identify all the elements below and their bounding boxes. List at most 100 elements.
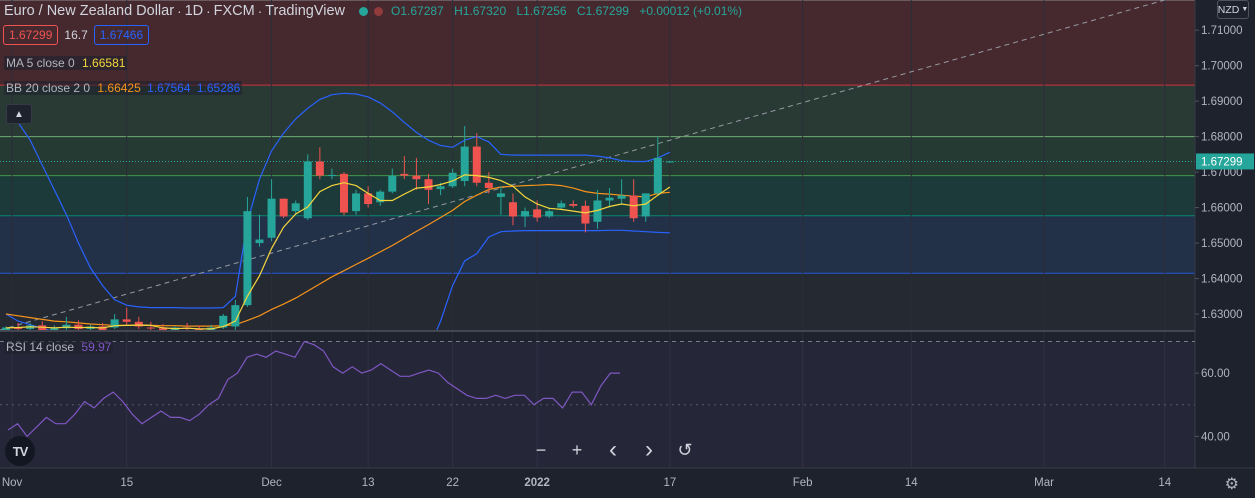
candle-body — [122, 319, 131, 322]
bb-lower-line — [5, 229, 670, 330]
rsi-tick-label: 60.00 — [1201, 368, 1230, 380]
candle-body — [460, 146, 469, 181]
navigation-toolbar: − + ‹ › ↺ — [527, 436, 699, 463]
candle-body — [2, 327, 11, 330]
scroll-left-button[interactable]: ‹ — [609, 436, 617, 463]
price-tick-label: 1.65000 — [1201, 238, 1243, 250]
candle-body — [146, 327, 155, 329]
ma5-line — [5, 174, 671, 330]
candle-body — [255, 239, 264, 244]
bb-lower-value: 1.65286 — [196, 81, 241, 95]
candle-body — [14, 327, 23, 329]
price-tick-label: 1.69000 — [1201, 96, 1243, 108]
candle-body — [545, 211, 554, 217]
zoom-in-button[interactable]: + — [571, 439, 583, 460]
zoom-out-button[interactable]: − — [535, 439, 547, 460]
fib-zone — [0, 0, 1195, 86]
ma-legend[interactable]: MA 5 close 0 1.66581 — [4, 56, 128, 70]
candle-body — [62, 324, 71, 329]
candle-body — [339, 173, 348, 213]
candle-body — [412, 175, 421, 180]
candle-body — [352, 193, 361, 212]
price-axis-bg — [1195, 0, 1255, 498]
fib-zone — [0, 273, 1195, 330]
candle-body — [593, 200, 602, 222]
candle-body — [569, 204, 578, 206]
currency-button[interactable]: NZD ▼ — [1217, 0, 1249, 19]
candle-body — [74, 324, 83, 329]
candle-body — [665, 161, 674, 163]
symbol-name[interactable]: Euro / New Zealand Dollar — [4, 3, 175, 19]
rsi-label: RSI 14 close — [6, 340, 75, 354]
separator-dot-3: · — [257, 3, 263, 19]
currency-label: NZD — [1217, 3, 1240, 16]
exchange-label: FXCM — [213, 3, 255, 19]
candle-body — [496, 193, 505, 197]
separator-dot: · — [177, 3, 182, 19]
candle-body — [50, 328, 59, 330]
candle-body — [110, 319, 119, 328]
spread-value: 16.7 — [64, 28, 88, 42]
candle-body — [617, 195, 626, 199]
price-tick-label: 1.71000 — [1201, 25, 1243, 37]
time-tick-label: 14 — [905, 477, 918, 489]
price-tick-label: 1.66000 — [1201, 203, 1243, 215]
candle-body — [219, 315, 228, 328]
bb-legend[interactable]: BB 20 close 2 0 1.66425 1.67564 1.65286 — [4, 81, 243, 95]
rsi-legend[interactable]: RSI 14 close 59.97 — [4, 340, 114, 354]
rsi-line — [7, 340, 620, 438]
settings-gear-icon[interactable]: ⚙ — [1224, 476, 1239, 493]
candle-body — [400, 173, 409, 176]
candle-body — [267, 198, 276, 238]
candle-body — [436, 186, 445, 190]
candle-body — [472, 146, 481, 183]
market-closed-icon — [374, 6, 383, 16]
last-price-label: 1.67299 — [1201, 156, 1243, 168]
buy-price-button[interactable]: 1.67466 — [93, 25, 150, 45]
candle-body — [231, 305, 240, 327]
candle-body — [327, 174, 336, 176]
bb-basis-value: 1.66425 — [97, 81, 141, 95]
price-tick-label: 1.68000 — [1201, 132, 1243, 144]
interval-label[interactable]: 1D — [184, 3, 204, 19]
candle-body — [291, 203, 300, 212]
time-tick-label: Mar — [1034, 477, 1054, 489]
reset-chart-button[interactable]: ↺ — [677, 439, 693, 460]
candle-body — [158, 328, 167, 330]
ohlc-readout: O1.67287 H1.67320 L1.67256 C1.67299 +0.0… — [391, 4, 743, 18]
candle-body — [533, 209, 542, 218]
market-status[interactable] — [359, 6, 383, 16]
bb-label: BB 20 close 2 0 — [6, 81, 91, 95]
tradingview-logo-icon[interactable]: TV — [5, 436, 35, 466]
main-series-group — [2, 92, 674, 330]
market-open-icon — [359, 6, 368, 16]
candle-body — [653, 157, 662, 194]
rsi-tick-label: 40.00 — [1201, 431, 1230, 443]
candle-body — [508, 202, 517, 217]
price-tick-label: 1.67000 — [1201, 167, 1243, 179]
time-tick-label: Dec — [261, 477, 282, 489]
rsi-value: 59.97 — [81, 340, 112, 354]
bb-upper-line — [5, 92, 671, 309]
candle-body — [134, 321, 143, 327]
time-tick-label: 17 — [663, 477, 676, 489]
time-tick-label: 14 — [1158, 477, 1171, 489]
bid-ask-row: 1.67299 16.7 1.67466 — [3, 25, 150, 45]
chevron-up-icon: ▲ — [14, 108, 24, 120]
sell-price-button[interactable]: 1.67299 — [3, 25, 59, 45]
scroll-right-button[interactable]: › — [645, 436, 653, 463]
candle-body — [424, 179, 433, 190]
bb-upper-value: 1.67564 — [147, 81, 191, 95]
last-price-tag — [1196, 153, 1254, 170]
time-tick-label: 2022 — [524, 477, 550, 489]
candle-body — [484, 182, 493, 189]
time-tick-label: Feb — [793, 477, 813, 489]
price-tick-label: 1.64000 — [1201, 274, 1243, 286]
candle-body — [581, 205, 590, 224]
ma-label: MA 5 close 0 — [6, 56, 75, 70]
trend-line — [0, 0, 1165, 331]
collapse-legend-button[interactable]: ▲ — [6, 104, 32, 124]
time-axis-bg — [0, 468, 1255, 498]
time-tick-label: 22 — [446, 477, 459, 489]
